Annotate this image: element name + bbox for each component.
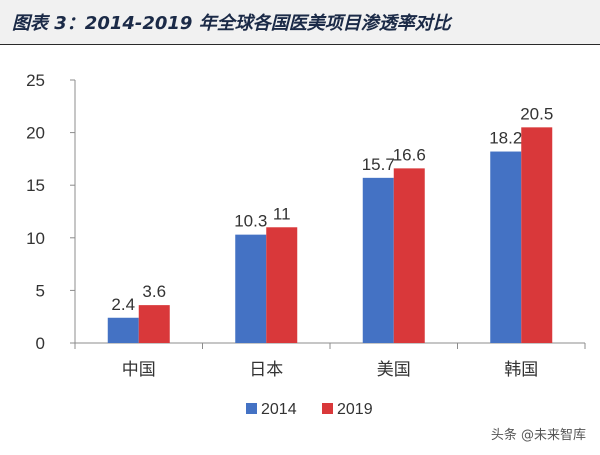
y-tick-label: 0: [36, 334, 45, 353]
data-label: 3.6: [142, 282, 166, 301]
data-label: 10.3: [234, 212, 267, 231]
bar-2014-1: [235, 234, 267, 343]
bar-2014-0: [107, 317, 139, 343]
data-label: 20.5: [520, 104, 553, 123]
y-tick-label: 20: [26, 124, 45, 143]
data-label: 11: [273, 204, 291, 223]
bar-2019-2: [393, 168, 425, 343]
x-tick-label: 中国: [122, 360, 156, 380]
data-label: 16.6: [393, 145, 426, 164]
legend-swatch-2014: [246, 403, 257, 414]
y-tick-label: 15: [26, 176, 45, 195]
bar-2019-1: [266, 227, 298, 343]
data-label: 18.2: [489, 129, 522, 148]
bar-2014-2: [362, 177, 394, 343]
x-tick-label: 韩国: [504, 360, 538, 380]
y-tick-label: 5: [36, 281, 45, 300]
x-tick-label: 日本: [249, 360, 283, 380]
bar-2019-3: [521, 127, 553, 343]
chart-title: 图表 3：2014-2019 年全球各国医美项目渗透率对比: [12, 13, 451, 34]
legend-label: 2019: [337, 401, 373, 418]
bar-2014-3: [490, 151, 522, 343]
legend-label: 2014: [261, 401, 297, 418]
legend-swatch-2019: [322, 403, 333, 414]
title-bar: 图表 3：2014-2019 年全球各国医美项目渗透率对比: [0, 0, 600, 45]
bar-2019-0: [138, 305, 170, 343]
data-label: 15.7: [362, 155, 395, 174]
x-tick-label: 美国: [377, 360, 411, 380]
watermark: 头条 @未来智库: [490, 428, 586, 443]
y-tick-label: 10: [26, 229, 45, 248]
y-tick-label: 25: [26, 71, 45, 90]
data-label: 2.4: [111, 295, 135, 314]
